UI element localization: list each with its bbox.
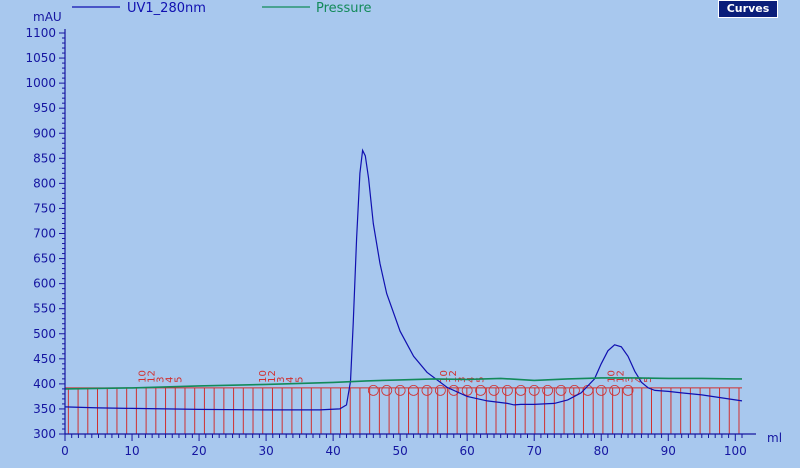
- y-tick-label: 650: [33, 252, 56, 266]
- fraction-marker: [381, 384, 393, 396]
- fraction-label: 4: [165, 376, 176, 382]
- y-tick-label: 350: [33, 402, 56, 416]
- fraction-marker: [515, 384, 527, 396]
- fraction-label: 12: [616, 370, 627, 383]
- fraction-marker: [622, 384, 634, 396]
- legend-label: Pressure: [316, 1, 372, 16]
- x-tick-label: 30: [258, 444, 273, 458]
- series-layer: [64, 148, 743, 411]
- x-tick-label: 0: [61, 444, 69, 458]
- y-tick-label: 1050: [25, 51, 56, 65]
- x-tick-label: 70: [527, 444, 542, 458]
- fraction-label: 12: [267, 370, 278, 383]
- y-tick-label: 300: [33, 427, 56, 441]
- fraction-marker: [488, 384, 500, 396]
- x-tick-label: 80: [594, 444, 609, 458]
- y-tick-label: 1000: [25, 76, 56, 90]
- x-tick-label: 60: [460, 444, 475, 458]
- x-tick-label: 50: [393, 444, 408, 458]
- y-tick-label: 550: [33, 302, 56, 316]
- series-line-pressure: [64, 377, 742, 390]
- x-axis-label: ml: [767, 431, 782, 445]
- y-tick-label: 1100: [25, 26, 56, 40]
- fraction-label: 3: [156, 376, 167, 382]
- y-tick-label: 850: [33, 151, 56, 165]
- fraction-label: 5: [643, 376, 654, 382]
- fraction-label: 10: [607, 370, 618, 383]
- fraction-label: 4: [285, 376, 296, 382]
- x-tick-label: 90: [661, 444, 676, 458]
- x-tick-label: 10: [124, 444, 139, 458]
- fraction-label: 10: [258, 370, 269, 383]
- fraction-marker: [434, 384, 446, 396]
- fraction-label: 12: [146, 370, 157, 383]
- fraction-marker: [408, 384, 419, 396]
- x-tick-label: 20: [191, 444, 206, 458]
- fraction-marker: [609, 384, 621, 396]
- x-tick-label: 40: [325, 444, 340, 458]
- fraction-marker: [595, 384, 607, 396]
- y-tick-label: 750: [33, 201, 56, 215]
- legend: UV1_280nm Pressure: [72, 1, 372, 16]
- y-tick-label: 950: [33, 101, 56, 115]
- fraction-marker: [569, 384, 580, 396]
- y-tick-label: 700: [33, 227, 56, 241]
- axes-layer: 3003504004505005506006507007508008509009…: [25, 10, 782, 458]
- curves-button[interactable]: Curves: [718, 0, 778, 18]
- fraction-label: 5: [174, 376, 185, 382]
- fraction-marker: [555, 384, 567, 396]
- y-tick-label: 450: [33, 352, 56, 366]
- fraction-label: 10: [137, 370, 148, 383]
- fraction-marker: [461, 384, 473, 396]
- series-line-uv1-280nm: [64, 148, 743, 411]
- fraction-label: 3: [276, 376, 287, 382]
- y-tick-label: 400: [33, 377, 56, 391]
- fraction-label: 10: [439, 370, 450, 383]
- legend-label: UV1_280nm: [127, 1, 206, 16]
- fraction-marker: [367, 384, 379, 396]
- y-tick-label: 800: [33, 176, 56, 190]
- fraction-label: 5: [294, 376, 305, 382]
- x-tick-label: 100: [724, 444, 747, 458]
- fraction-label: 3: [625, 376, 636, 382]
- fraction-marker: [394, 384, 406, 396]
- fraction-marker: [448, 384, 460, 396]
- fraction-marker: [475, 384, 486, 396]
- fraction-marker: [421, 384, 433, 396]
- y-tick-label: 900: [33, 126, 56, 140]
- y-axis-label: mAU: [33, 10, 62, 24]
- y-tick-label: 500: [33, 327, 56, 341]
- fraction-label: 12: [448, 370, 459, 383]
- fraction-marker: [542, 384, 554, 396]
- fraction-marker: [501, 384, 513, 396]
- fraction-marker: [528, 384, 540, 396]
- y-tick-label: 600: [33, 277, 56, 291]
